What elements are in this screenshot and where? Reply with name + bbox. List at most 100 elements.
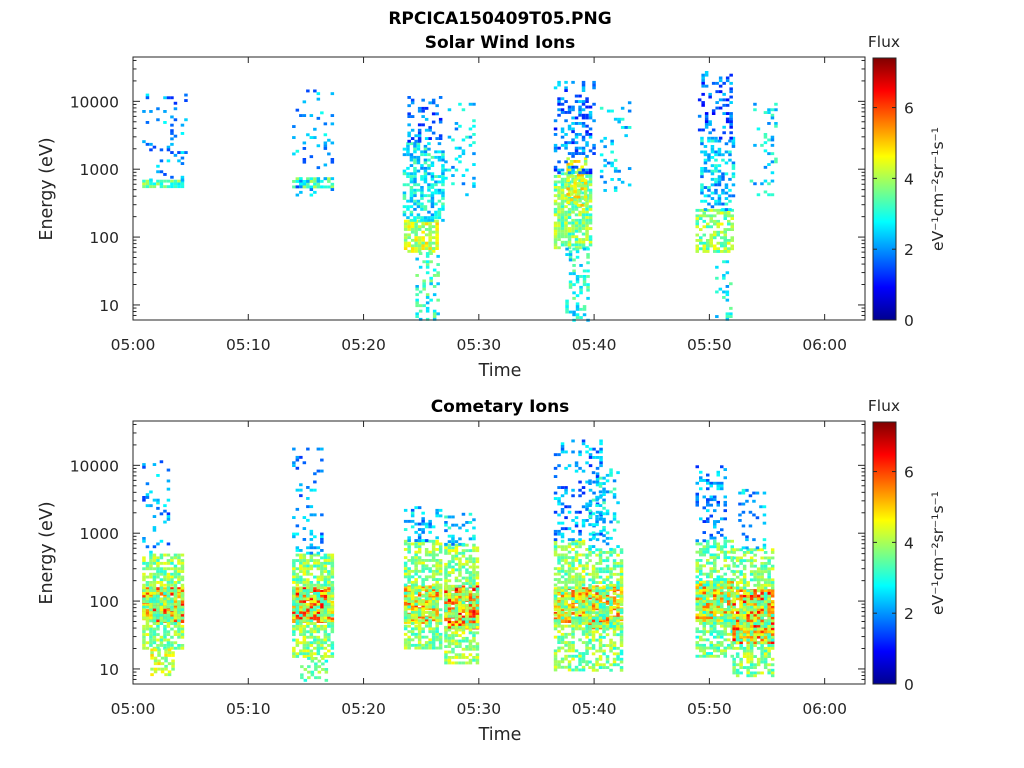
heatmap-cell	[729, 125, 733, 129]
heatmap-cell	[763, 111, 768, 114]
heatmap-cell	[330, 188, 335, 191]
heatmap-cell	[578, 619, 582, 623]
heatmap-cell	[292, 572, 296, 576]
heatmap-cell	[571, 154, 575, 158]
heatmap-cell	[447, 562, 452, 566]
heatmap-cell	[606, 109, 611, 113]
heatmap-cell	[447, 515, 452, 519]
heatmap-cell	[292, 578, 296, 582]
heatmap-cell	[152, 561, 157, 565]
heatmap-cell	[699, 594, 703, 598]
heatmap-cell	[468, 537, 473, 541]
heatmap-cell	[560, 660, 565, 664]
heatmap-cell	[451, 546, 455, 550]
heatmap-cell	[713, 627, 717, 631]
heatmap-cell	[302, 538, 307, 541]
heatmap-cell	[465, 636, 469, 640]
heatmap-cell	[417, 506, 422, 510]
heatmap-cell	[702, 608, 706, 611]
heatmap-cell	[413, 194, 417, 198]
heatmap-cell	[557, 191, 561, 195]
heatmap-cell	[709, 241, 713, 245]
x-tick-label: 06:00	[802, 336, 847, 354]
heatmap-cell	[437, 150, 442, 154]
heatmap-cell	[695, 597, 699, 600]
heatmap-cell	[709, 589, 713, 592]
heatmap-cell	[695, 217, 699, 220]
heatmap-cell	[581, 240, 586, 244]
heatmap-cell	[716, 635, 720, 639]
heatmap-cell	[323, 141, 328, 145]
heatmap-cell	[166, 512, 171, 516]
heatmap-cell	[447, 565, 452, 569]
heatmap-cell	[566, 187, 570, 191]
heatmap-cell	[557, 630, 561, 634]
heatmap-cell	[583, 195, 588, 199]
heatmap-cell	[163, 553, 167, 557]
heatmap-cell	[695, 225, 699, 229]
heatmap-cell	[323, 616, 328, 620]
heatmap-cell	[557, 171, 561, 175]
heatmap-cell	[306, 486, 310, 489]
heatmap-cell	[313, 587, 317, 591]
heatmap-cell	[145, 616, 150, 620]
heatmap-cell	[323, 613, 328, 617]
heatmap-cell	[313, 559, 317, 562]
heatmap-cell	[417, 622, 422, 625]
heatmap-cell	[461, 587, 466, 591]
heatmap-cell	[571, 519, 575, 522]
heatmap-cell	[309, 546, 314, 550]
heatmap-cell	[701, 84, 705, 88]
heatmap-cell	[447, 108, 452, 112]
heatmap-cell	[423, 147, 428, 151]
heatmap-cell	[716, 219, 720, 223]
heatmap-cell	[612, 607, 617, 611]
heatmap-cell	[706, 583, 710, 587]
heatmap-cell	[313, 622, 317, 625]
heatmap-cell	[309, 559, 314, 562]
heatmap-cell	[309, 532, 314, 536]
heatmap-cell	[177, 553, 181, 557]
heatmap-cell	[309, 633, 314, 636]
heatmap-cell	[437, 210, 442, 214]
heatmap-cell	[152, 619, 157, 623]
heatmap-cell	[292, 461, 296, 465]
heatmap-cell	[716, 602, 720, 606]
heatmap-cell	[403, 643, 408, 647]
heatmap-cell	[571, 243, 575, 247]
heatmap-cell	[620, 180, 625, 184]
heatmap-cell	[156, 170, 160, 174]
heatmap-cell	[578, 660, 582, 664]
heatmap-cell	[320, 179, 324, 183]
heatmap-cell	[156, 474, 160, 477]
heatmap-cell	[458, 146, 462, 150]
heatmap-cell	[557, 663, 561, 666]
heatmap-cell	[574, 668, 579, 672]
heatmap-cell	[718, 79, 723, 83]
heatmap-cell	[409, 142, 414, 146]
heatmap-cell	[166, 487, 171, 491]
heatmap-cell	[730, 225, 734, 229]
heatmap-cell	[407, 619, 411, 623]
heatmap-cell	[447, 573, 452, 577]
heatmap-cell	[173, 616, 178, 620]
heatmap-cell	[716, 580, 720, 584]
heatmap-cell	[434, 175, 438, 178]
heatmap-cell	[708, 120, 712, 124]
heatmap-cell	[458, 639, 462, 643]
heatmap-cell	[427, 172, 431, 176]
heatmap-cell	[585, 635, 589, 639]
heatmap-cell	[599, 494, 603, 498]
heatmap-cell	[323, 652, 328, 656]
heatmap-cell	[306, 611, 310, 615]
heatmap-cell	[159, 570, 164, 573]
heatmap-cell	[699, 638, 703, 642]
heatmap-cell	[163, 597, 167, 601]
heatmap-cell	[574, 149, 579, 153]
heatmap-cell	[145, 589, 150, 593]
heatmap-cell	[150, 667, 154, 671]
heatmap-cell	[414, 624, 418, 628]
heatmap-cell	[427, 218, 431, 222]
heatmap-cell	[468, 606, 473, 610]
heatmap-cell	[724, 197, 729, 200]
